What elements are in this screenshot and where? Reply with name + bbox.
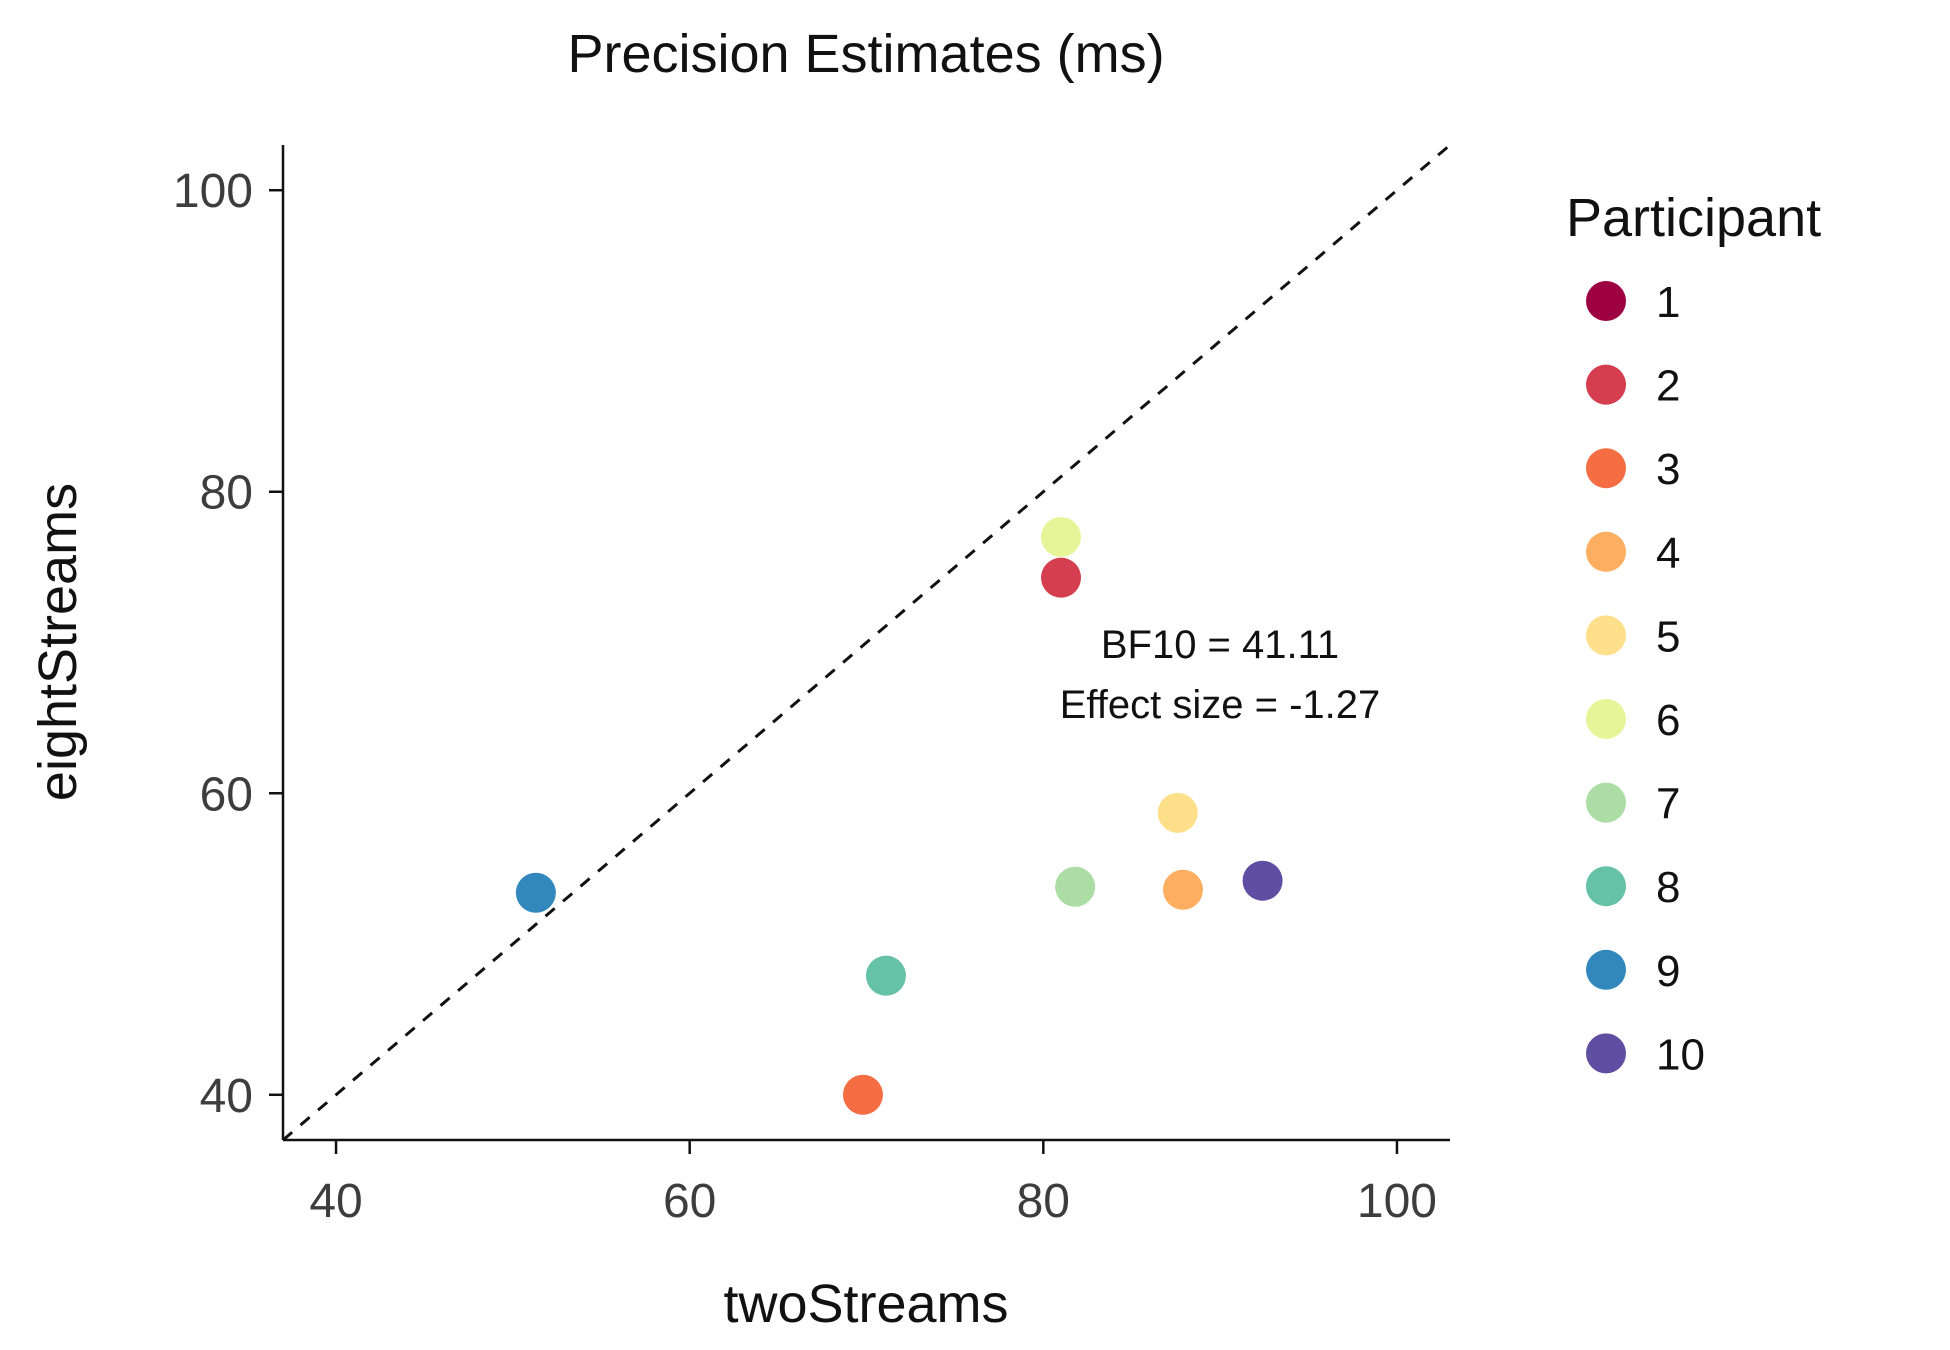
data-point-participant-6	[1041, 516, 1081, 557]
legend-marker	[1586, 448, 1626, 489]
data-point-participant-8	[865, 955, 906, 996]
legend-label: 3	[1656, 445, 1680, 494]
data-point-participant-7	[1055, 866, 1096, 907]
y-tick-label: 100	[173, 165, 253, 218]
x-tick-label: 100	[1357, 1175, 1437, 1228]
legend-label: 8	[1656, 863, 1680, 912]
legend-marker	[1586, 866, 1626, 907]
legend-label: 10	[1656, 1030, 1705, 1079]
chart-title: Precision Estimates (ms)	[567, 24, 1164, 84]
plot-area	[282, 143, 1451, 1142]
legend: Participant 1 2 3 4 5 6 7 8 9 10	[1566, 188, 1821, 1079]
y-tick-label: 60	[200, 768, 253, 821]
data-point-participant-5	[1157, 792, 1198, 833]
x-tick-label: 60	[663, 1175, 716, 1228]
legend-item-6: 6	[1586, 696, 1680, 745]
legend-label: 6	[1656, 696, 1680, 745]
x-tick-label: 80	[1017, 1175, 1070, 1228]
legend-item-2: 2	[1586, 362, 1680, 411]
effect-size-annotation: Effect size = -1.27	[1060, 683, 1381, 727]
legend-label: 7	[1656, 780, 1680, 829]
y-tick-label: 40	[200, 1070, 253, 1123]
x-axis-title: twoStreams	[723, 1274, 1008, 1334]
stats-annotation: BF10 = 41.11 Effect size = -1.27	[1060, 623, 1381, 727]
legend-title: Participant	[1566, 188, 1821, 248]
legend-item-3: 3	[1586, 445, 1680, 494]
legend-marker	[1586, 531, 1626, 572]
data-point-participant-10	[1242, 860, 1283, 901]
legend-item-9: 9	[1586, 947, 1680, 996]
legend-label: 4	[1656, 529, 1680, 578]
legend-item-8: 8	[1586, 863, 1680, 912]
legend-label: 5	[1656, 612, 1680, 661]
bf10-annotation: BF10 = 41.11	[1101, 623, 1339, 667]
data-point-participant-3	[842, 1074, 883, 1115]
legend-marker	[1586, 1033, 1626, 1074]
y-axis-title: eightStreams	[28, 483, 88, 801]
data-point-participant-4	[1163, 869, 1204, 910]
legend-marker	[1586, 782, 1626, 823]
x-tick-label: 40	[309, 1175, 362, 1228]
y-tick-label: 80	[200, 467, 253, 520]
legend-item-10: 10	[1586, 1030, 1705, 1079]
legend-marker	[1586, 615, 1626, 656]
legend-item-4: 4	[1586, 529, 1680, 578]
y-axis: 40 60 80 100	[173, 145, 285, 1140]
data-point-participant-2	[1041, 557, 1081, 598]
data-point-participant-9	[515, 872, 556, 913]
x-axis: 40 60 80 100	[283, 1138, 1450, 1228]
identity-reference-line	[282, 143, 1451, 1142]
legend-marker	[1586, 364, 1626, 405]
legend-label: 1	[1656, 278, 1680, 327]
legend-item-7: 7	[1586, 780, 1680, 829]
legend-label: 9	[1656, 947, 1680, 996]
legend-label: 2	[1656, 362, 1680, 411]
legend-item-5: 5	[1586, 612, 1680, 661]
legend-marker	[1586, 949, 1626, 990]
legend-marker	[1586, 699, 1626, 739]
legend-item-1: 1	[1586, 278, 1680, 327]
legend-marker	[1586, 281, 1626, 321]
